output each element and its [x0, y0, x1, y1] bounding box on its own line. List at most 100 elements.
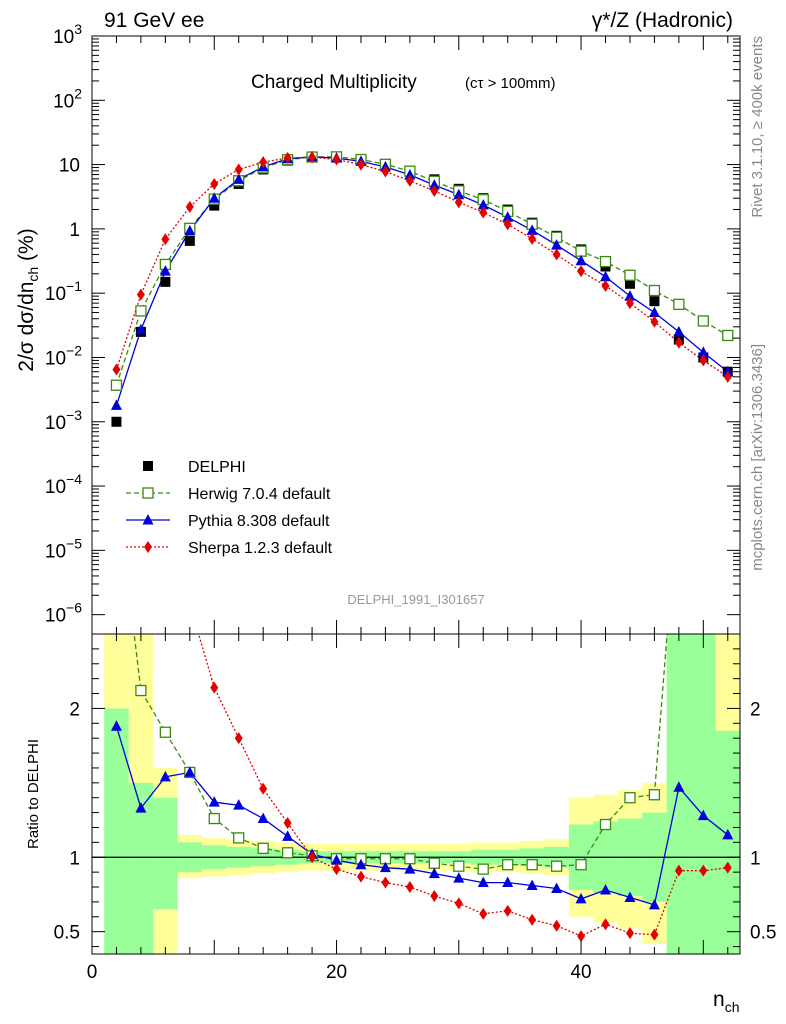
- ratio-point-s0-19: [575, 859, 587, 871]
- top-ytick-label-4: 10−1: [45, 278, 82, 305]
- top-ytick-label-1: 102: [53, 85, 82, 112]
- series-line-3: [115, 156, 729, 378]
- data-point-s3-0: [112, 363, 121, 376]
- data-point-s3-16: [503, 218, 512, 231]
- top-ytick-label-9: 10−6: [45, 600, 82, 627]
- data-point-s3-13: [430, 184, 439, 197]
- ratio-point-s1-19: [575, 892, 587, 904]
- legend-marker-3: [144, 541, 152, 553]
- data-point-s3-7: [283, 151, 292, 164]
- ratio-point-s1-22: [648, 898, 660, 910]
- data-point-s2-15: [477, 199, 489, 210]
- chart-title: Charged Multiplicity: [251, 72, 417, 93]
- uncertainty-band-inner-0: [104, 708, 129, 954]
- top-ytick-label-8: 10−5: [45, 535, 82, 562]
- top-ytick-label-5: 10−2: [45, 342, 82, 369]
- svg-text:nch: nch: [713, 988, 739, 1015]
- data-point-s2-18: [551, 239, 563, 250]
- legend-marker-1: [142, 487, 154, 499]
- rivet-version-label: Rivet 3.1.10, ≥ 400k events: [749, 36, 766, 218]
- data-point-s1-21: [624, 269, 636, 281]
- legend-marker-2: [142, 514, 154, 525]
- x-axis-label: nch: [713, 988, 739, 1015]
- ratio-ytick-label-0: 0.5: [54, 923, 80, 944]
- data-point-s2-13: [428, 179, 440, 190]
- ratio-point-s0-7: [281, 847, 294, 859]
- ratio-point-s1-7: [282, 830, 294, 841]
- ratio-point-s2-8: [308, 851, 317, 864]
- ratio-point-s1-21: [624, 891, 636, 902]
- data-point-s3-14: [454, 196, 463, 209]
- ratio-ytick-label-1: 1: [69, 848, 80, 869]
- ratio-point-s2-21: [625, 927, 634, 940]
- ratio-point-s2-12: [405, 881, 414, 894]
- ratio-point-s1-1: [135, 802, 147, 813]
- data-point-s1-22: [648, 284, 661, 297]
- ratio-point-s0-1: [135, 684, 147, 697]
- uncertainty-band-inner-24: [691, 634, 716, 954]
- ratio-point-s1-18: [551, 882, 563, 894]
- data-point-s3-12: [405, 174, 414, 187]
- uncertainty-band-inner-2: [153, 797, 178, 910]
- ratio-point-s1-13: [428, 867, 440, 879]
- mcplots-label: mcplots.cern.ch [arXiv:1306.3436]: [749, 344, 766, 571]
- header-right: γ*/Z (Hadronic): [592, 9, 733, 32]
- data-point-s3-20: [601, 279, 610, 292]
- data-point-s2-17: [526, 224, 538, 235]
- ratio-point-s2-6: [259, 782, 268, 795]
- data-point-s2-4: [208, 192, 220, 203]
- data-point-s3-8: [308, 151, 317, 164]
- ratio-point-s1-3: [184, 766, 196, 777]
- data-point-s0-3: [184, 235, 195, 246]
- ratio-point-s2-13: [430, 889, 439, 902]
- ratio-point-s0-4: [208, 812, 220, 825]
- data-point-s3-18: [552, 248, 561, 261]
- ratio-point-s0-6: [257, 842, 269, 854]
- data-point-s2-12: [404, 168, 416, 180]
- data-point-s3-19: [577, 265, 586, 278]
- ratio-point-s2-14: [454, 897, 463, 910]
- xtick-label-0: 0: [87, 962, 98, 983]
- data-point-s2-0: [110, 399, 122, 410]
- data-point-s3-5: [234, 163, 243, 176]
- data-point-s1-23: [673, 298, 685, 311]
- ratio-point-s2-15: [479, 907, 488, 920]
- top-y-axis-label: 2/σ dσ/dnch (%): [15, 228, 41, 371]
- legend-entry-0: DELPHI: [188, 459, 246, 476]
- data-point-s1-19: [575, 245, 587, 257]
- xtick-label-1: 20: [326, 962, 347, 983]
- ratio-line-1: [115, 726, 729, 906]
- series-line-1: [115, 156, 729, 386]
- top-ytick-label-3: 1: [69, 220, 80, 241]
- analysis-label: DELPHI_1991_I301657: [347, 592, 484, 607]
- top-ytick-label-0: 103: [53, 21, 82, 48]
- ratio-ytick-label-right-2: 2: [750, 699, 761, 720]
- ratio-y-axis-label: Ratio to DELPHI: [25, 739, 42, 849]
- top-plot-area: [110, 150, 734, 427]
- data-point-s2-21: [624, 290, 636, 301]
- ratio-point-s1-16: [502, 876, 514, 888]
- ratio-point-s0-18: [550, 860, 563, 872]
- legend-marker-0: [143, 461, 153, 471]
- data-point-s2-23: [673, 325, 685, 337]
- legend-entry-1: Herwig 7.0.4 default: [188, 486, 331, 503]
- data-point-s3-15: [479, 206, 488, 219]
- ratio-ytick-label-right-1: 1: [750, 848, 761, 869]
- ratio-point-s0-5: [233, 832, 245, 844]
- ratio-point-s0-14: [453, 860, 465, 872]
- data-point-s2-5: [233, 173, 245, 184]
- ratio-point-s1-24: [697, 809, 709, 821]
- data-point-s3-6: [259, 156, 268, 169]
- data-point-s1-24: [697, 315, 709, 327]
- legend-entry-3: Sherpa 1.2.3 default: [188, 540, 333, 557]
- series-line-2: [115, 156, 729, 406]
- ratio-point-s1-10: [355, 858, 367, 870]
- data-point-s2-14: [453, 188, 465, 200]
- ratio-point-s2-23: [674, 864, 683, 877]
- top-ytick-label-7: 10−4: [45, 471, 82, 498]
- data-point-s0-21: [624, 278, 635, 289]
- ratio-point-s1-2: [159, 770, 171, 782]
- ratio-ytick-label-2: 2: [69, 699, 80, 720]
- data-point-s1-25: [722, 329, 734, 342]
- data-point-s3-9: [332, 153, 341, 166]
